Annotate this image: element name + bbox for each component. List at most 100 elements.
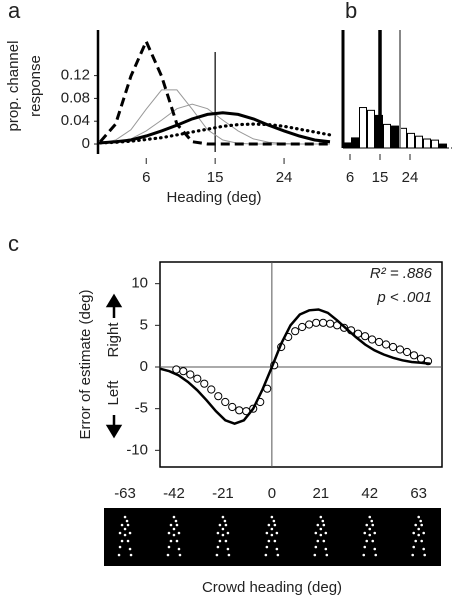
data-point xyxy=(298,322,307,332)
walker-dot xyxy=(118,531,122,535)
walker-dot xyxy=(319,533,323,537)
walker-dot xyxy=(226,547,230,551)
x-tick-label: -42 xyxy=(163,485,185,502)
walker-dot xyxy=(276,553,280,557)
data-point xyxy=(186,370,195,379)
walker-dot xyxy=(370,519,374,523)
x-tick-label: 6 xyxy=(142,169,150,186)
walker-dot xyxy=(373,531,377,535)
x-tick-label: 6 xyxy=(346,169,354,186)
walker-dot xyxy=(264,553,268,557)
walker-dot xyxy=(223,519,227,523)
x-tick-label: 0 xyxy=(268,485,276,502)
walker-dot xyxy=(273,539,277,543)
walker-dot xyxy=(265,531,269,535)
walker-dot xyxy=(123,533,127,537)
annotation: R² = .886 xyxy=(370,265,433,282)
bar xyxy=(431,139,439,149)
direction-label: Right xyxy=(105,322,122,358)
y-tick-label: 0.08 xyxy=(61,89,90,106)
data-point xyxy=(367,335,377,344)
walker-dot xyxy=(365,523,369,527)
walker-dot xyxy=(322,523,326,527)
data-point xyxy=(409,351,419,360)
walker-dot xyxy=(314,545,318,549)
walker-dot xyxy=(422,531,425,535)
data-point xyxy=(374,337,384,347)
walker-dot xyxy=(414,523,417,527)
data-point xyxy=(312,318,321,327)
data-point xyxy=(381,340,391,349)
walker-dot xyxy=(368,527,372,531)
channel-curve xyxy=(98,122,332,145)
data-point xyxy=(319,318,328,327)
walker-dot xyxy=(226,531,230,535)
data-point xyxy=(193,374,202,383)
walker-dot xyxy=(272,519,276,523)
bar xyxy=(359,107,367,149)
walker-dot xyxy=(319,527,323,531)
walker-dot xyxy=(177,547,181,551)
x-tick-label: 21 xyxy=(312,485,329,502)
walker-dot xyxy=(322,539,326,543)
walker-dot xyxy=(218,539,222,543)
walker-dot xyxy=(178,553,182,557)
walker-dot xyxy=(224,539,228,543)
data-point xyxy=(214,392,223,401)
walker-dot xyxy=(325,553,329,557)
y-tick-label: 5 xyxy=(140,316,148,333)
walker-dot xyxy=(371,539,375,543)
walker-dot xyxy=(265,545,269,549)
y-tick-label: 10 xyxy=(131,275,148,292)
panel-label: c xyxy=(8,231,19,256)
walker-dot xyxy=(221,533,225,537)
data-point xyxy=(291,327,300,336)
walker-dot xyxy=(169,539,173,543)
x-axis-label: Heading (deg) xyxy=(166,189,261,206)
y-tick-label: 0 xyxy=(140,358,148,375)
walker-dot xyxy=(324,531,328,535)
channel-curve xyxy=(99,37,330,146)
walker-dot xyxy=(422,547,425,551)
data-point xyxy=(326,319,335,328)
walker-dot xyxy=(215,553,219,557)
data-point xyxy=(388,342,398,352)
x-tick-label: 42 xyxy=(361,485,378,502)
x-tick-label: 24 xyxy=(276,169,293,186)
walker-dot xyxy=(368,515,372,519)
walker-dot xyxy=(172,533,176,537)
walker-dot xyxy=(174,519,178,523)
data-point xyxy=(402,347,412,357)
x-tick-label: -63 xyxy=(114,485,136,502)
walker-dot xyxy=(169,523,173,527)
walker-dot xyxy=(412,545,415,549)
walker-dot xyxy=(414,539,417,543)
walker-dot xyxy=(267,523,271,527)
walker-dot xyxy=(316,523,320,527)
data-point xyxy=(228,402,237,412)
walker-dot xyxy=(227,553,231,557)
walker-dot xyxy=(273,523,277,527)
walker-dot xyxy=(120,523,124,527)
walker-dot xyxy=(373,547,377,551)
walker-dot xyxy=(365,539,369,543)
y-tick-label: 0.04 xyxy=(61,112,90,129)
walker-dot xyxy=(420,539,423,543)
walker-dot xyxy=(417,533,420,537)
walker-dot xyxy=(313,553,317,557)
walker-dot xyxy=(221,515,225,519)
bar xyxy=(367,109,375,149)
walker-dot xyxy=(218,523,222,527)
walker-dot xyxy=(363,531,367,535)
panel-label: b xyxy=(345,0,357,23)
arrow xyxy=(105,415,123,439)
bar xyxy=(343,142,351,149)
walker-dot xyxy=(126,539,130,543)
walker-dot xyxy=(374,553,378,557)
walker-dot xyxy=(167,545,171,549)
walker-dot xyxy=(175,539,179,543)
walker-dot xyxy=(368,533,372,537)
walker-dot xyxy=(270,527,274,531)
walker-dot xyxy=(216,531,220,535)
